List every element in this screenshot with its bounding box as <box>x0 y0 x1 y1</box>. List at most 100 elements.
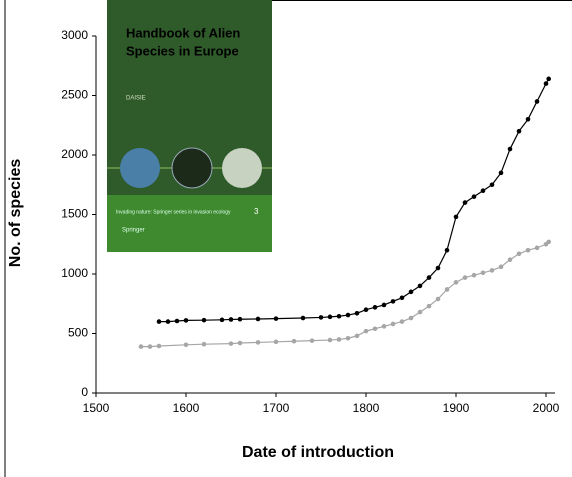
point <box>148 344 153 349</box>
point <box>445 287 450 292</box>
point <box>184 343 189 348</box>
x-tick-label: 1800 <box>353 401 380 415</box>
point <box>427 304 432 309</box>
point <box>454 215 459 220</box>
x-tick-label: 1700 <box>263 401 290 415</box>
point <box>166 319 171 324</box>
point <box>436 266 441 271</box>
point <box>418 284 423 289</box>
point <box>319 315 324 320</box>
point <box>346 336 351 341</box>
point <box>355 311 360 316</box>
point <box>535 246 540 251</box>
point <box>526 117 531 122</box>
point <box>184 318 189 323</box>
trend-line <box>141 242 549 347</box>
point <box>490 182 495 187</box>
cover-image <box>172 148 212 188</box>
y-axis-label: No. of species <box>7 159 24 268</box>
point <box>445 248 450 253</box>
point <box>355 334 360 339</box>
point <box>535 99 540 104</box>
point <box>310 338 315 343</box>
cover-volume: 3 <box>254 207 259 216</box>
point <box>364 329 369 334</box>
point <box>202 318 207 323</box>
x-axis-label: Date of introduction <box>242 444 394 461</box>
point <box>436 297 441 302</box>
cover-image <box>222 148 262 188</box>
point <box>364 307 369 312</box>
point <box>229 341 234 346</box>
point <box>328 315 333 320</box>
point <box>481 271 486 276</box>
point <box>463 200 468 205</box>
point <box>157 319 162 324</box>
point <box>391 322 396 327</box>
point <box>256 317 261 322</box>
point <box>517 251 522 256</box>
series <box>139 240 551 349</box>
point <box>382 324 387 329</box>
cover-band <box>107 195 272 252</box>
cover-title: Handbook of Alien <box>126 25 240 40</box>
point <box>274 340 279 345</box>
x-tick-label: 1500 <box>83 401 110 415</box>
point <box>472 194 477 199</box>
point <box>481 188 486 193</box>
point <box>328 338 333 343</box>
point <box>400 319 405 324</box>
point <box>229 317 234 322</box>
point <box>157 344 162 349</box>
x-tick-label: 1900 <box>443 401 470 415</box>
x-tick-label: 1600 <box>173 401 200 415</box>
point <box>418 310 423 315</box>
y-tick-label: 1000 <box>61 266 88 280</box>
point <box>391 299 396 304</box>
point <box>337 337 342 342</box>
point <box>139 344 144 349</box>
point <box>382 303 387 308</box>
point <box>427 275 432 280</box>
cover-globe <box>120 148 160 188</box>
point <box>517 129 522 134</box>
point <box>409 290 414 295</box>
point <box>373 305 378 310</box>
point <box>463 275 468 280</box>
cover-series: Invading nature: Springer series in inva… <box>116 209 231 215</box>
point <box>409 316 414 321</box>
point <box>337 314 342 319</box>
y-tick-label: 500 <box>68 326 88 340</box>
point <box>202 342 207 347</box>
point <box>346 313 351 318</box>
book-cover: Handbook of Alien Species in Europe DAIS… <box>107 0 272 252</box>
point <box>238 317 243 322</box>
y-tick-label: 0 <box>81 385 88 399</box>
point <box>499 265 504 270</box>
point <box>175 319 180 324</box>
x-tick-label: 2000 <box>533 401 560 415</box>
point <box>454 280 459 285</box>
point <box>292 339 297 344</box>
point <box>508 147 513 152</box>
point <box>544 81 549 86</box>
point <box>274 316 279 321</box>
point <box>400 296 405 301</box>
y-tick-label: 2500 <box>61 88 88 102</box>
point <box>526 248 531 253</box>
cover-publisher: Springer <box>122 228 145 234</box>
point <box>256 340 261 345</box>
point <box>499 171 504 176</box>
chart: 0500100015002000250030001500160017001800… <box>0 0 572 477</box>
point <box>238 341 243 346</box>
point <box>508 257 513 262</box>
cover-author: DAISIE <box>126 96 146 102</box>
point <box>546 77 551 82</box>
y-tick-label: 2000 <box>61 147 88 161</box>
point <box>301 316 306 321</box>
page: 0500100015002000250030001500160017001800… <box>0 0 572 477</box>
y-tick-label: 1500 <box>61 207 88 221</box>
cover-title: Species in Europe <box>126 43 239 58</box>
point <box>373 326 378 331</box>
point <box>490 268 495 273</box>
